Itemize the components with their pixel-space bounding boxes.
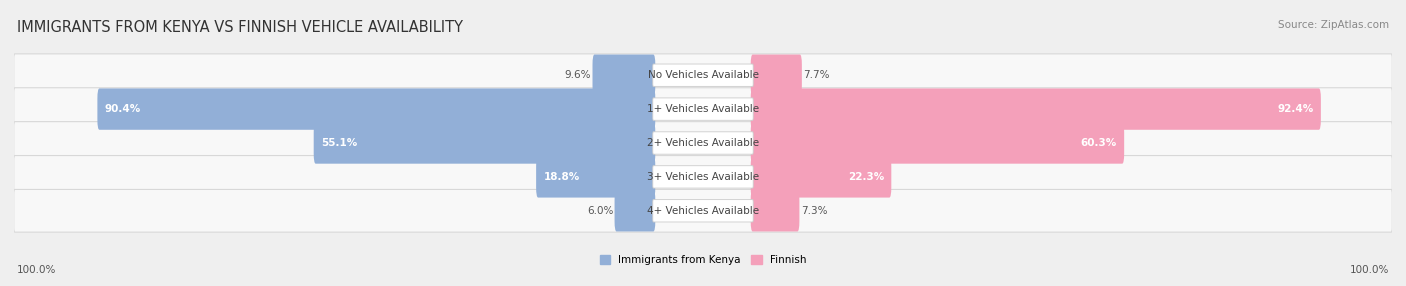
FancyBboxPatch shape bbox=[751, 190, 800, 231]
Text: 100.0%: 100.0% bbox=[1350, 265, 1389, 275]
FancyBboxPatch shape bbox=[14, 122, 1392, 164]
FancyBboxPatch shape bbox=[536, 156, 655, 198]
FancyBboxPatch shape bbox=[751, 88, 1320, 130]
Legend: Immigrants from Kenya, Finnish: Immigrants from Kenya, Finnish bbox=[595, 251, 811, 270]
Text: 7.7%: 7.7% bbox=[803, 70, 830, 80]
FancyBboxPatch shape bbox=[14, 88, 1392, 130]
FancyBboxPatch shape bbox=[592, 55, 655, 96]
Text: Source: ZipAtlas.com: Source: ZipAtlas.com bbox=[1278, 20, 1389, 30]
FancyBboxPatch shape bbox=[14, 189, 1392, 232]
FancyBboxPatch shape bbox=[652, 98, 754, 120]
FancyBboxPatch shape bbox=[14, 156, 1392, 198]
Text: 4+ Vehicles Available: 4+ Vehicles Available bbox=[647, 206, 759, 216]
FancyBboxPatch shape bbox=[652, 200, 754, 222]
FancyBboxPatch shape bbox=[314, 122, 655, 164]
Text: 1+ Vehicles Available: 1+ Vehicles Available bbox=[647, 104, 759, 114]
FancyBboxPatch shape bbox=[614, 190, 655, 231]
Text: 22.3%: 22.3% bbox=[848, 172, 884, 182]
FancyBboxPatch shape bbox=[14, 54, 1392, 97]
Text: No Vehicles Available: No Vehicles Available bbox=[648, 70, 758, 80]
Text: 60.3%: 60.3% bbox=[1081, 138, 1116, 148]
FancyBboxPatch shape bbox=[652, 132, 754, 154]
Text: 7.3%: 7.3% bbox=[801, 206, 827, 216]
FancyBboxPatch shape bbox=[652, 64, 754, 86]
Text: 55.1%: 55.1% bbox=[321, 138, 357, 148]
FancyBboxPatch shape bbox=[751, 55, 801, 96]
Text: 9.6%: 9.6% bbox=[565, 70, 591, 80]
Text: 90.4%: 90.4% bbox=[104, 104, 141, 114]
FancyBboxPatch shape bbox=[652, 166, 754, 188]
Text: 2+ Vehicles Available: 2+ Vehicles Available bbox=[647, 138, 759, 148]
Text: 92.4%: 92.4% bbox=[1277, 104, 1313, 114]
FancyBboxPatch shape bbox=[751, 122, 1125, 164]
Text: 3+ Vehicles Available: 3+ Vehicles Available bbox=[647, 172, 759, 182]
FancyBboxPatch shape bbox=[751, 156, 891, 198]
Text: IMMIGRANTS FROM KENYA VS FINNISH VEHICLE AVAILABILITY: IMMIGRANTS FROM KENYA VS FINNISH VEHICLE… bbox=[17, 20, 463, 35]
Text: 6.0%: 6.0% bbox=[586, 206, 613, 216]
Text: 100.0%: 100.0% bbox=[17, 265, 56, 275]
Text: 18.8%: 18.8% bbox=[543, 172, 579, 182]
FancyBboxPatch shape bbox=[97, 88, 655, 130]
